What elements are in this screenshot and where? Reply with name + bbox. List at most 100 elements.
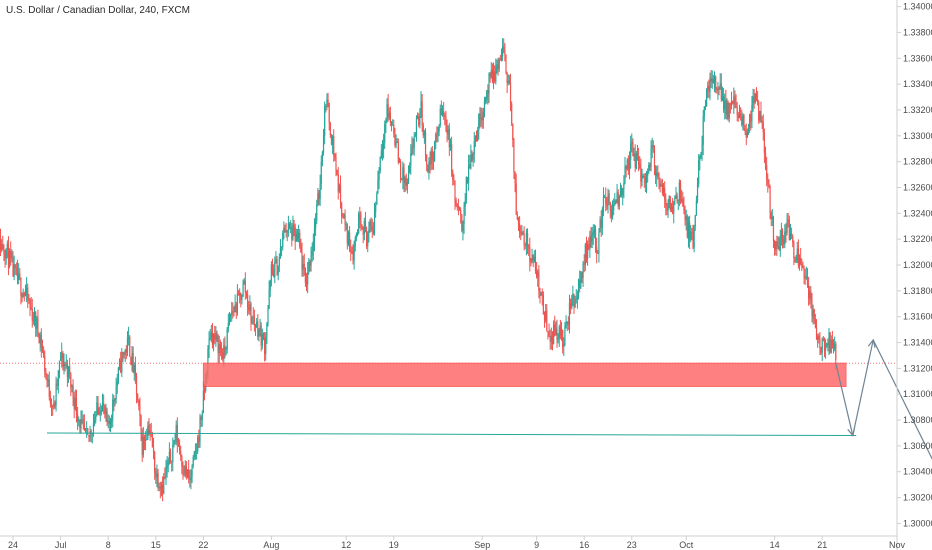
candle-body bbox=[359, 213, 361, 221]
x-tick-label: 12 bbox=[341, 540, 351, 550]
candle-body bbox=[46, 374, 48, 382]
candle bbox=[423, 129, 425, 144]
candle-body bbox=[186, 469, 189, 477]
candle bbox=[696, 177, 699, 204]
candle bbox=[385, 117, 387, 134]
candle-body bbox=[776, 241, 778, 247]
candle-body bbox=[428, 161, 430, 172]
candle-body bbox=[702, 116, 704, 145]
candle-body bbox=[159, 486, 161, 489]
candle-body bbox=[508, 80, 510, 83]
candle-body bbox=[367, 233, 369, 247]
candle bbox=[762, 114, 764, 141]
candle bbox=[565, 315, 567, 329]
candle-body bbox=[591, 235, 593, 243]
candle bbox=[793, 240, 795, 266]
candle-body bbox=[78, 419, 80, 422]
candle bbox=[43, 346, 45, 359]
candle bbox=[342, 213, 344, 219]
candle bbox=[260, 322, 262, 352]
candle bbox=[101, 393, 104, 412]
candle bbox=[394, 127, 396, 148]
candle bbox=[497, 57, 499, 76]
candle-body bbox=[324, 106, 326, 137]
candle-body bbox=[643, 175, 645, 178]
candle bbox=[650, 140, 652, 172]
candle-body bbox=[457, 205, 459, 209]
candle-body bbox=[79, 419, 81, 429]
projection-arrow[interactable] bbox=[872, 339, 932, 498]
candle-body bbox=[317, 193, 319, 205]
candle bbox=[617, 189, 619, 210]
candle-body bbox=[163, 476, 165, 494]
candle bbox=[571, 294, 573, 310]
candle-body bbox=[604, 197, 606, 199]
candle-body bbox=[466, 177, 469, 183]
candle bbox=[707, 81, 709, 99]
candle-body bbox=[123, 352, 125, 356]
candle-body bbox=[217, 335, 219, 354]
candle-body bbox=[105, 410, 107, 415]
candle-body bbox=[325, 106, 327, 107]
candle bbox=[138, 399, 140, 411]
candle bbox=[0, 228, 2, 257]
candle-body bbox=[647, 171, 649, 176]
candle-body bbox=[3, 250, 5, 254]
candle bbox=[148, 417, 150, 436]
candle-body bbox=[215, 332, 217, 340]
candle-body bbox=[602, 197, 605, 210]
candle-body bbox=[1, 244, 3, 250]
candle-body bbox=[256, 321, 258, 328]
candle-body bbox=[228, 315, 231, 323]
candle bbox=[733, 87, 735, 114]
candle bbox=[370, 217, 372, 232]
candle-body bbox=[424, 131, 427, 155]
candle bbox=[369, 218, 371, 233]
candle bbox=[130, 356, 132, 366]
candle-body bbox=[112, 399, 114, 420]
candle-body bbox=[768, 183, 770, 187]
candle-body bbox=[474, 135, 476, 142]
price-axis[interactable]: 1.340001.338001.336001.334001.332001.330… bbox=[897, 2, 932, 529]
candle-body bbox=[108, 420, 110, 424]
candle bbox=[157, 468, 159, 492]
candle-body bbox=[157, 473, 159, 488]
candle-body bbox=[151, 434, 153, 448]
candle-body bbox=[674, 197, 676, 202]
candle bbox=[239, 288, 241, 304]
support-trendline[interactable] bbox=[46, 432, 857, 437]
candle-body bbox=[134, 364, 136, 376]
candle-body bbox=[337, 174, 339, 192]
candle-body bbox=[27, 287, 29, 300]
candle-body bbox=[358, 213, 360, 234]
candle bbox=[346, 223, 348, 250]
candle bbox=[140, 414, 142, 442]
candle bbox=[460, 207, 462, 224]
candle bbox=[500, 48, 503, 62]
candle-body bbox=[641, 177, 643, 182]
candle-body bbox=[491, 70, 493, 82]
candle bbox=[768, 179, 770, 189]
candle-body bbox=[461, 214, 463, 231]
candle bbox=[73, 391, 75, 419]
candle-body bbox=[509, 82, 512, 104]
candle bbox=[789, 223, 792, 241]
candle-body bbox=[298, 232, 300, 239]
candle-body bbox=[660, 184, 662, 187]
candle-body bbox=[735, 102, 737, 108]
candle-body bbox=[304, 267, 306, 283]
candle bbox=[742, 112, 744, 131]
candle-body bbox=[96, 402, 98, 416]
candle bbox=[381, 139, 384, 161]
candle bbox=[118, 358, 121, 371]
time-axis[interactable]: 24Jul81522Aug1219Sep91623Oct1421Nov11 bbox=[8, 536, 932, 550]
candle-body bbox=[402, 167, 404, 180]
candle-body bbox=[566, 321, 568, 324]
candle bbox=[223, 338, 225, 368]
candle-body bbox=[514, 172, 516, 184]
candle-body bbox=[369, 221, 371, 230]
candle bbox=[339, 175, 342, 209]
candle bbox=[79, 419, 81, 434]
candle-body bbox=[684, 210, 686, 221]
support-zone-rectangle[interactable] bbox=[202, 362, 847, 387]
